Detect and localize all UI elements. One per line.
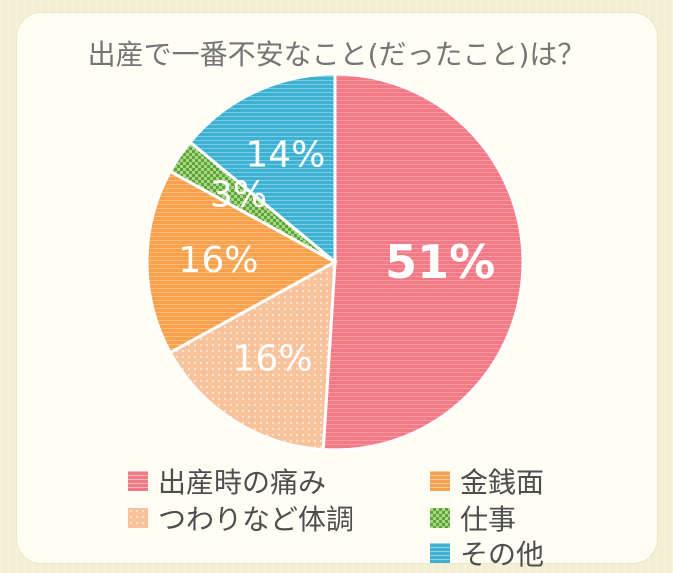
legend-label-4: その他 <box>460 538 545 571</box>
legend-item-1: 金銭面 <box>430 465 544 499</box>
legend-swatch-3 <box>430 508 450 528</box>
pie-slices <box>145 72 525 452</box>
slice-label-0: 51% <box>385 235 495 289</box>
legend-item-4: その他 <box>430 537 544 571</box>
slice-label-3: 3% <box>210 174 267 215</box>
legend-label-2: つわりなど体調 <box>158 503 355 536</box>
legend-item-3: 仕事 <box>430 502 516 536</box>
legend-item-0: 出産時の痛み <box>128 465 326 499</box>
legend-swatch-4 <box>430 543 450 563</box>
pie-slice-4 <box>188 72 337 266</box>
slice-label-1: 16% <box>233 338 313 379</box>
slice-label-2: 16% <box>178 240 258 281</box>
pie-slice-1 <box>168 259 337 452</box>
legend-item-2: つわりなど体調 <box>128 502 354 536</box>
slice-label-4: 14% <box>245 135 325 176</box>
pie-slice-0 <box>321 72 525 452</box>
legend-swatch-0 <box>128 471 148 491</box>
legend-label-3: 仕事 <box>460 503 517 536</box>
pie-slice-2 <box>145 169 339 355</box>
pie-labels: 51% 16% 16% 3%14% <box>178 135 495 380</box>
legend-label-0: 出産時の痛み <box>158 466 327 499</box>
chart-title: 出産で一番不安なこと(だったこと)は？ <box>87 38 586 71</box>
legend-swatch-2 <box>128 508 148 528</box>
legend-swatch-1 <box>430 471 450 491</box>
legend-label-1: 金銭面 <box>460 466 545 499</box>
